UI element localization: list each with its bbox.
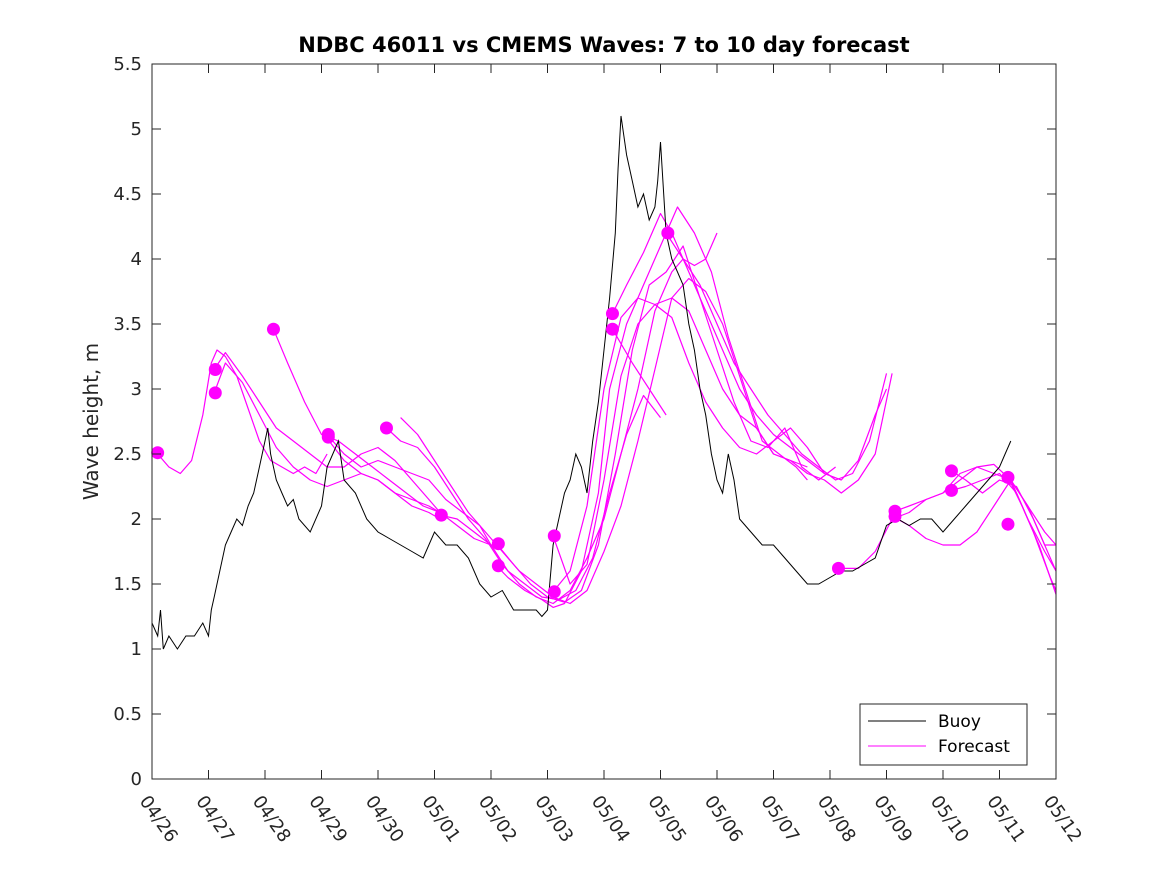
forecast-start-point-19 xyxy=(944,464,958,478)
forecast-start-point-11 xyxy=(547,529,561,543)
y-tick-label: 2 xyxy=(131,509,142,530)
forecast-line-19 xyxy=(894,479,1057,572)
forecast-line-6 xyxy=(326,438,441,514)
forecast-start-point-2 xyxy=(208,363,222,376)
y-tick-label: 1.5 xyxy=(113,574,142,595)
y-tick-label: 3.5 xyxy=(113,314,142,335)
y-tick-label: 5.5 xyxy=(113,54,142,75)
forecast-start-point-22 xyxy=(1001,517,1015,531)
forecast-line-12 xyxy=(552,297,893,585)
y-tick-label: 0.5 xyxy=(113,704,142,725)
forecast-start-point-6 xyxy=(321,430,335,444)
y-tick-label: 4 xyxy=(131,249,142,270)
forecast-start-point-8 xyxy=(434,508,448,522)
y-axis-ticks: 0 0.5 1 1.5 2 2.5 3 3.5 4 4.5 5 5.5 xyxy=(113,54,1056,790)
forecast-line-18 xyxy=(894,463,1057,546)
forecast-start-points xyxy=(151,226,1015,599)
buoy-line xyxy=(151,115,1012,650)
forecast-start-point-3 xyxy=(208,386,222,400)
forecast-start-point-12 xyxy=(547,585,561,599)
y-axis-label: Wave height, m xyxy=(79,343,103,500)
legend: Buoy Forecast xyxy=(859,703,1028,766)
forecast-line-10 xyxy=(496,206,808,609)
y-tick-label: 4.5 xyxy=(113,184,142,205)
forecast-line-15 xyxy=(611,328,667,416)
forecast-line-5 xyxy=(326,434,503,546)
forecast-line-13 xyxy=(552,297,842,593)
forecast-line-3 xyxy=(213,362,441,520)
forecast-start-point-16 xyxy=(831,561,845,575)
forecast-line-7 xyxy=(386,232,718,605)
buoy-series-group xyxy=(151,115,1012,650)
y-tick-label: 5 xyxy=(131,119,142,140)
forecast-start-point-21 xyxy=(1001,470,1015,484)
forecast-start-point-18 xyxy=(888,509,902,523)
chart-title: NDBC 46011 vs CMEMS Waves: 7 to 10 day f… xyxy=(298,33,909,57)
legend-label-forecast: Forecast xyxy=(938,737,1010,757)
forecast-line-11 xyxy=(496,245,836,603)
forecast-start-point-14 xyxy=(605,322,619,336)
forecast-start-point-1 xyxy=(151,446,165,460)
forecast-start-point-10 xyxy=(491,559,505,573)
y-tick-label: 1 xyxy=(131,639,142,660)
forecast-line-8 xyxy=(400,277,808,605)
forecast-start-point-7 xyxy=(379,421,393,435)
forecast-start-point-15 xyxy=(661,226,675,240)
forecast-line-4 xyxy=(272,328,492,546)
forecast-start-point-20 xyxy=(944,483,958,497)
forecast-start-point-9 xyxy=(491,537,505,551)
y-tick-label: 3 xyxy=(131,379,142,400)
legend-label-buoy: Buoy xyxy=(938,712,981,732)
forecast-start-point-4 xyxy=(266,322,280,336)
forecast-line-22 xyxy=(1007,477,1057,595)
forecast-series-group xyxy=(157,206,1057,609)
forecast-start-point-13 xyxy=(605,307,619,321)
y-tick-label: 0 xyxy=(131,769,142,790)
forecast-line-16 xyxy=(665,232,888,481)
plot-area xyxy=(152,64,1056,779)
y-tick-label: 2.5 xyxy=(113,444,142,465)
legend-box xyxy=(859,703,1028,766)
